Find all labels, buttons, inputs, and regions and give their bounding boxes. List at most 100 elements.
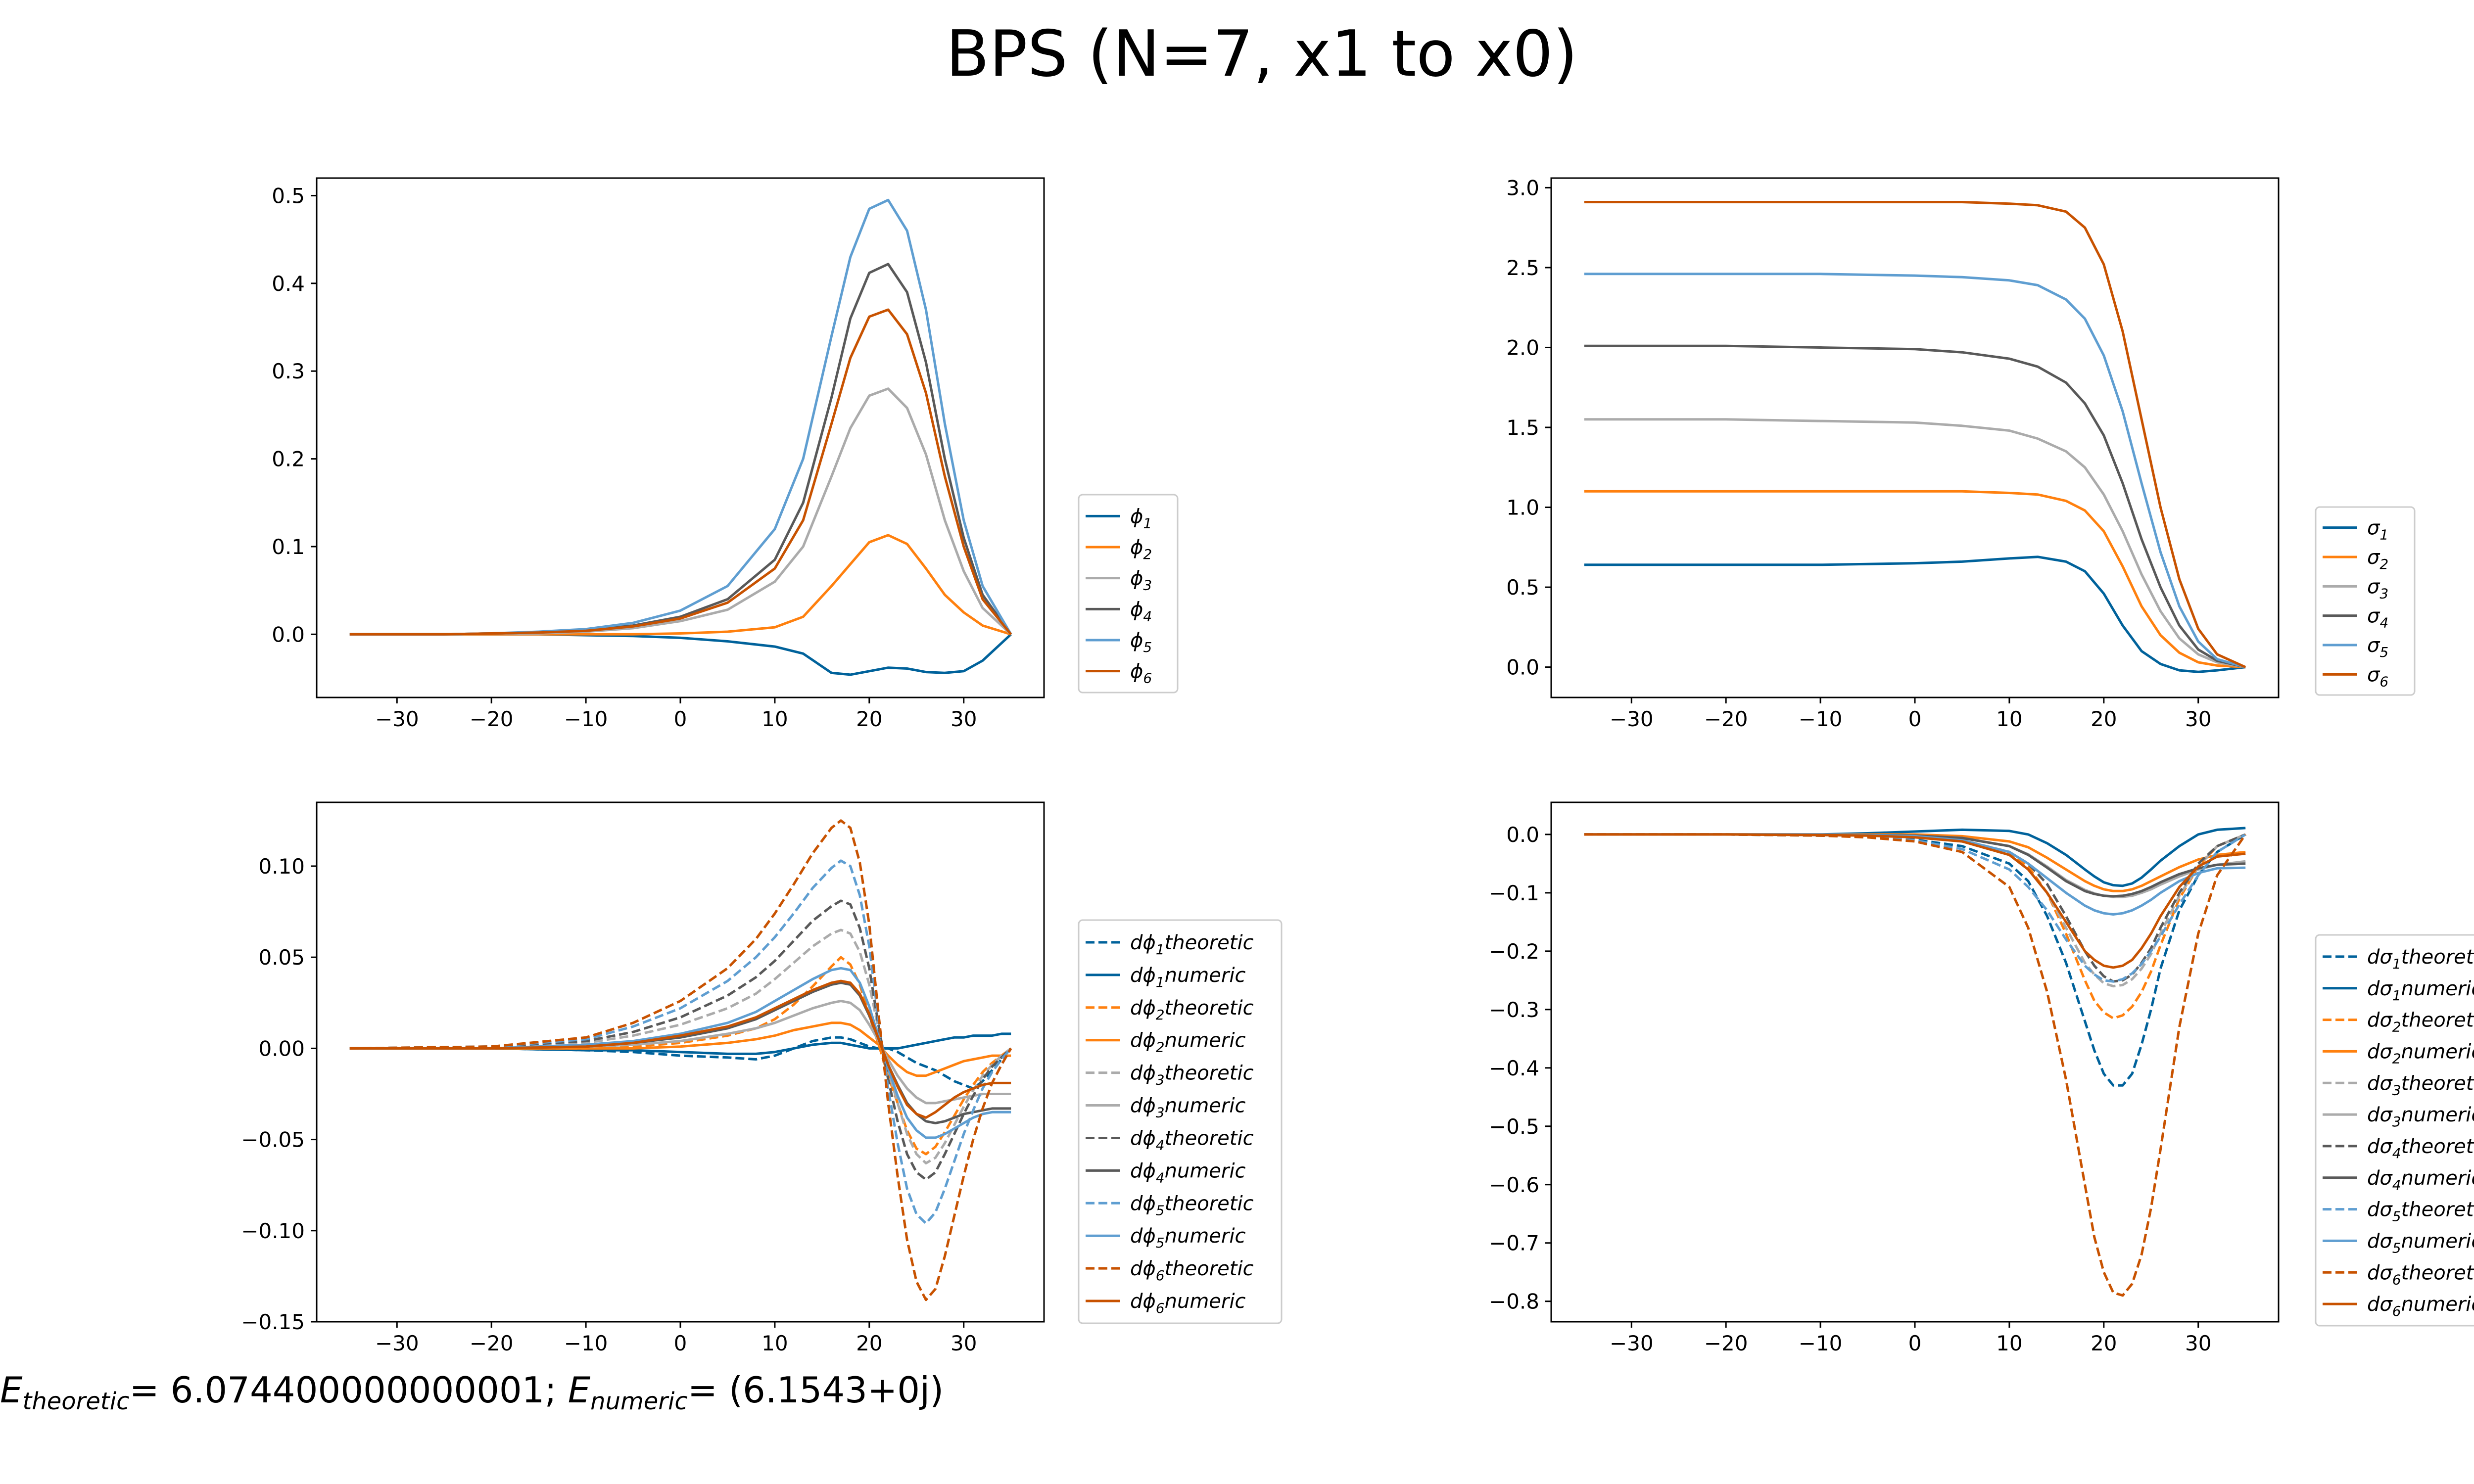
y-tick-label: 2.0	[1506, 335, 1539, 360]
legend-label: σ2	[2367, 546, 2388, 572]
y-tick-label: 0.00	[258, 1036, 305, 1061]
legend-frame	[2315, 506, 2416, 696]
y-tick-label: −0.3	[1489, 998, 1539, 1022]
legend-label: dϕ1theoretic	[1130, 931, 1254, 958]
y-tick-label: −0.05	[241, 1128, 305, 1152]
e-numeric-label: E	[568, 1369, 591, 1411]
legend-label: dσ5numeric	[2367, 1230, 2474, 1256]
y-tick-label: −0.8	[1489, 1290, 1539, 1314]
y-tick-label: 0.3	[272, 359, 305, 383]
y-tick-label: 0.2	[272, 447, 305, 471]
legend-label: dϕ3theoretic	[1130, 1062, 1254, 1088]
legend-label: σ3	[2367, 575, 2388, 602]
x-tick-label: 10	[761, 1331, 788, 1355]
legend-label: dσ6theoretic	[2367, 1261, 2474, 1288]
y-tick-label: 0.5	[272, 184, 305, 208]
legend-label: dϕ1numeric	[1130, 964, 1245, 990]
legend-label: ϕ2	[1130, 536, 1152, 562]
legend: ϕ1 ϕ2 ϕ3 ϕ4 ϕ5 ϕ6	[1078, 494, 1179, 694]
y-tick-label: 0.5	[1506, 575, 1539, 600]
x-tick-label: −20	[470, 1331, 514, 1355]
y-tick-label: 0.1	[272, 535, 305, 559]
series-line-dϕ5theoretic	[349, 859, 1012, 1225]
x-tick-label: 30	[951, 707, 977, 731]
y-tick-label: 0.0	[1506, 823, 1539, 847]
legend-label: dϕ6numeric	[1130, 1290, 1245, 1316]
series-line-σ6	[1584, 201, 2246, 668]
legend-label: ϕ1	[1130, 505, 1152, 531]
e-theoretic-subscript: theoretic	[22, 1388, 130, 1415]
y-tick-label: 2.5	[1506, 256, 1539, 280]
series-line-ϕ6	[349, 308, 1012, 636]
legend-label: dϕ5theoretic	[1130, 1192, 1254, 1218]
x-tick-label: 30	[951, 1331, 977, 1355]
legend-label: σ1	[2367, 517, 2388, 543]
x-tick-label: 0	[1908, 1331, 1922, 1355]
chart-panel-2: −30 −20 −10 0 10 20 300.00.51.01.52.02.53.0σ1σ…	[1506, 176, 2416, 731]
legend-frame	[2315, 934, 2474, 1327]
series-line-ϕ4	[349, 263, 1012, 636]
x-tick-label: −20	[470, 707, 514, 731]
series-line-dϕ3theoretic	[349, 928, 1012, 1164]
series-line-dσ3theoretic	[1584, 833, 2246, 988]
x-tick-label: −10	[564, 1331, 608, 1355]
legend-label: dϕ4numeric	[1130, 1159, 1245, 1186]
series-line-dσ4numeric	[1584, 833, 2246, 898]
series-line-dϕ6numeric	[349, 979, 1011, 1119]
y-tick-label: −0.15	[241, 1310, 305, 1334]
x-tick-label: 20	[2091, 707, 2117, 731]
series-line-σ2	[1584, 490, 2246, 669]
legend-label: ϕ3	[1130, 567, 1152, 594]
legend: σ1 σ2 σ3 σ4 σ5 σ6	[2315, 506, 2416, 696]
x-tick-label: 0	[674, 1331, 687, 1355]
series-line-dσ2theoretic	[1584, 833, 2246, 1020]
series-line-dσ6theoretic	[1584, 833, 2247, 1297]
x-tick-label: 30	[2185, 1331, 2211, 1355]
series-group	[1584, 201, 2246, 673]
legend-label: dσ4numeric	[2367, 1167, 2474, 1193]
x-tick-label: 10	[1996, 707, 2022, 731]
series-group	[349, 819, 1012, 1301]
x-tick-label: −30	[375, 707, 419, 731]
legend-frame	[1078, 919, 1283, 1324]
y-tick-label: 3.0	[1506, 176, 1539, 200]
e-numeric-subscript: numeric	[590, 1388, 688, 1415]
chart-panel-3: −30 −20 −10 0 10 20 30 −0.15 −0.10 −0.05 0.00 0.05 0…	[241, 801, 1283, 1355]
x-tick-label: −20	[1704, 1331, 1748, 1355]
legend-label: dσ3theoretic	[2367, 1072, 2474, 1098]
x-tick-label: 0	[674, 707, 687, 731]
series-line-dϕ5numeric	[349, 967, 1011, 1139]
legend-label: ϕ5	[1130, 629, 1152, 655]
y-tick-label: −0.5	[1489, 1114, 1539, 1139]
legend-label: dσ6numeric	[2367, 1293, 2474, 1319]
y-tick-label: −0.1	[1489, 881, 1539, 905]
x-tick-label: −30	[1610, 1331, 1654, 1355]
e-theoretic-label: E	[0, 1369, 23, 1411]
x-tick-label: 10	[761, 707, 788, 731]
x-tick-label: −30	[375, 1331, 419, 1355]
series-line-dσ1numeric	[1584, 827, 2246, 887]
series-line-σ4	[1584, 344, 2246, 669]
x-tick-label: −10	[1799, 707, 1843, 731]
legend-label: dσ2numeric	[2367, 1040, 2474, 1067]
legend-label: dϕ3numeric	[1130, 1095, 1245, 1121]
series-line-dϕ3numeric	[349, 1000, 1011, 1105]
series-line-ϕ1	[349, 633, 1012, 676]
legend-label: dϕ6theoretic	[1130, 1257, 1254, 1284]
figure-title: BPS (N=7, x1 to x0)	[946, 17, 1578, 91]
y-tick-label: −0.7	[1489, 1231, 1539, 1255]
series-line-dϕ6theoretic	[349, 819, 1012, 1301]
legend-label: dσ3numeric	[2367, 1104, 2474, 1130]
x-tick-label: 20	[856, 707, 882, 731]
x-tick-label: −10	[1799, 1331, 1843, 1355]
e-numeric-value: = (6.1543+0j)	[687, 1369, 944, 1411]
series-group	[349, 198, 1012, 676]
x-tick-label: 30	[2185, 707, 2211, 731]
y-tick-label: 0.10	[258, 854, 305, 879]
series-line-ϕ3	[349, 387, 1012, 636]
y-tick-label: −0.2	[1489, 939, 1539, 964]
y-tick-label: −0.6	[1489, 1173, 1539, 1197]
x-tick-label: −30	[1610, 707, 1654, 731]
